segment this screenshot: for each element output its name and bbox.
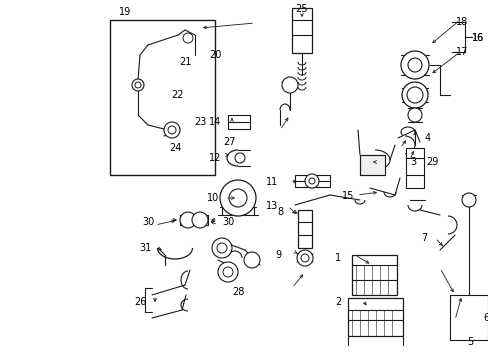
- Text: 1: 1: [334, 253, 340, 263]
- Circle shape: [180, 212, 196, 228]
- Circle shape: [461, 193, 475, 207]
- Text: 13: 13: [265, 201, 278, 211]
- Circle shape: [301, 254, 308, 262]
- Text: 18: 18: [455, 17, 467, 27]
- Bar: [227, 115, 249, 129]
- Circle shape: [183, 33, 193, 43]
- Circle shape: [406, 87, 422, 103]
- Bar: [359, 155, 384, 175]
- Text: 4: 4: [424, 133, 430, 143]
- Text: 16: 16: [471, 33, 483, 43]
- Text: 12: 12: [208, 153, 221, 163]
- Text: 21: 21: [179, 57, 191, 67]
- Circle shape: [235, 153, 244, 163]
- Circle shape: [168, 126, 176, 134]
- Text: 23: 23: [193, 117, 206, 127]
- Circle shape: [282, 77, 297, 93]
- Text: 22: 22: [171, 90, 184, 100]
- Text: 8: 8: [276, 207, 283, 217]
- Text: 27: 27: [224, 137, 236, 147]
- Text: 25: 25: [295, 4, 307, 14]
- Circle shape: [220, 180, 256, 216]
- Text: 16: 16: [471, 33, 483, 43]
- Text: 3: 3: [409, 157, 415, 167]
- Circle shape: [132, 79, 143, 91]
- Text: 29: 29: [425, 157, 437, 167]
- Text: 9: 9: [274, 250, 281, 260]
- Circle shape: [212, 238, 231, 258]
- Bar: [405, 148, 423, 188]
- Circle shape: [407, 58, 421, 72]
- Text: 7: 7: [420, 233, 426, 243]
- Bar: [351, 255, 396, 295]
- Text: 20: 20: [208, 50, 221, 60]
- Text: 28: 28: [231, 287, 244, 297]
- Text: 30: 30: [142, 217, 154, 227]
- Text: 14: 14: [208, 117, 221, 127]
- Circle shape: [308, 178, 314, 184]
- Text: 15: 15: [341, 191, 353, 201]
- Circle shape: [192, 212, 207, 228]
- Circle shape: [296, 250, 312, 266]
- Text: 11: 11: [265, 177, 278, 187]
- Bar: [297, 210, 311, 248]
- Circle shape: [244, 252, 260, 268]
- Circle shape: [135, 82, 141, 88]
- Text: 24: 24: [168, 143, 181, 153]
- Text: 30: 30: [222, 217, 234, 227]
- Bar: [347, 298, 402, 336]
- Text: 19: 19: [119, 7, 131, 17]
- Text: 5: 5: [466, 337, 472, 347]
- Text: 6: 6: [482, 313, 488, 323]
- Circle shape: [407, 108, 421, 122]
- Text: 2: 2: [334, 297, 341, 307]
- Circle shape: [401, 82, 427, 108]
- Bar: [291, 8, 311, 53]
- Circle shape: [305, 174, 318, 188]
- Circle shape: [217, 243, 226, 253]
- Circle shape: [218, 262, 238, 282]
- Circle shape: [228, 189, 246, 207]
- Circle shape: [163, 122, 180, 138]
- Text: 26: 26: [134, 297, 146, 307]
- Text: 17: 17: [455, 47, 467, 57]
- Bar: [110, 20, 215, 175]
- Circle shape: [400, 51, 428, 79]
- Text: 31: 31: [139, 243, 151, 253]
- Circle shape: [223, 267, 232, 277]
- Text: 10: 10: [206, 193, 219, 203]
- Bar: [294, 175, 329, 187]
